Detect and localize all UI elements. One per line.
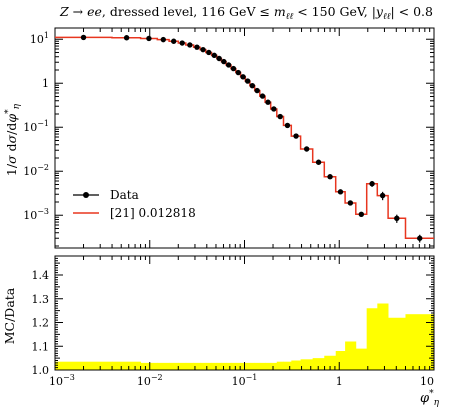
data-point [240,74,246,80]
uncertainty-band-bin [291,360,302,370]
legend: Data [21] 0.012818 [73,188,196,220]
data-point [146,35,152,42]
data-point [230,65,237,72]
data-point [369,181,375,187]
legend-data-marker [73,192,99,198]
uncertainty-band-bin [265,362,272,370]
x-tick-label: 10−3 [49,373,75,388]
ratio-y-tick-label: 1.0 [32,364,50,377]
data-point [235,69,241,76]
ratio-ylabel: MC/Data [2,287,17,344]
uncertainty-band-bin [193,362,201,370]
uncertainty-band-bin [270,362,278,370]
uncertainty-band-bin [345,341,357,370]
data-point [216,55,222,62]
y-tick-label: 10−1 [23,119,49,134]
y-tick-label: 1 [42,77,49,90]
uncertainty-band-bin [254,362,261,370]
data-point [80,34,87,41]
uncertainty-band-bin [245,362,251,370]
ratio-y-tick-label: 1.4 [32,269,50,282]
x-tick-label: 10 [420,375,434,388]
legend-mc-label: [21] 0.012818 [110,206,196,220]
uncertainty-band-bin [312,358,325,370]
data-point [394,215,400,222]
data-point [225,62,232,68]
mc-histogram-line [55,36,434,239]
x-tick-label: 10−1 [232,373,258,388]
data-point [417,235,423,241]
uncertainty-band-bin [235,362,242,370]
uncertainty-band-bin [249,362,256,370]
uncertainty-band-bin [55,361,113,370]
data-point [160,36,167,43]
uncertainty-band-bin [388,317,406,370]
uncertainty-band-bin [140,362,158,370]
chart-title: Z → ee, dressed level, 116 GeV ≤ mℓℓ < 1… [59,4,433,22]
data-point [179,40,185,46]
data-point [337,189,344,195]
data-point [171,38,177,44]
uncertainty-band-bin [185,362,194,370]
uncertainty-band-bin [200,362,207,370]
uncertainty-band-bin [226,362,232,370]
y-tick-label: 101 [30,31,49,46]
uncertainty-band-bin [300,359,314,370]
uncertainty-band-bin [216,362,222,370]
uncertainty-band-bin [355,348,368,370]
uncertainty-band-bin [405,314,435,370]
x-axis-label: φ*η [420,389,440,407]
uncertainty-band-bin [366,308,378,370]
data-point [293,133,299,139]
uncertainty-band-bin [377,303,389,370]
data-point [254,87,260,94]
data-point [284,122,291,129]
data-point [358,211,365,217]
data-point [303,146,310,152]
data-point [200,46,206,53]
data-point [265,99,271,105]
x-tick-label: 10−2 [137,373,163,388]
uncertainty-band-bin [230,362,237,370]
uncertainty-band-bin [169,362,179,370]
data-point [271,106,277,112]
ratio-y-tick-label: 1.2 [32,317,50,330]
uncertainty-band-bin [335,351,346,370]
main-plot-panel: 10−3 10−2 10−1 1 101 [23,27,435,249]
x-tick-label: 1 [336,375,343,388]
data-point [194,44,200,50]
data-point [187,42,193,48]
uncertainty-band-bin [205,362,213,370]
uncertainty-band-bin [283,361,292,370]
uncertainty-band-bin [112,361,141,370]
uncertainty-band-bin [157,362,170,370]
uncertainty-band-bin [259,362,266,370]
data-point [123,35,130,41]
y-tick-label: 10−2 [23,163,49,178]
data-point [244,78,251,84]
data-point [249,82,256,89]
data-point [327,174,333,180]
uncertainty-band-bin [324,355,337,370]
data-point [347,200,354,206]
data-point [206,49,212,56]
data-point [211,52,217,59]
ratio-y-tick-label: 1.3 [32,293,50,306]
ratio-plot-panel: 10−3 10−2 10−1 1 10 1.0 1.1 1.2 1.3 1.4 [32,255,435,388]
legend-data-label: Data [110,188,139,202]
data-point [259,93,266,99]
main-ylabel: 1/σ dσ/dφ*η [4,103,22,176]
uncertainty-band-bin [178,362,187,370]
uncertainty-band-bin [240,362,246,370]
data-point [315,159,322,165]
y-tick-label: 10−3 [23,207,49,222]
data-point [379,192,386,199]
ratio-y-tick-label: 1.1 [32,340,50,353]
uncertainty-band-bin [211,362,218,370]
uncertainty-band-bin [276,361,284,370]
data-point [277,113,283,120]
data-point [221,58,227,65]
